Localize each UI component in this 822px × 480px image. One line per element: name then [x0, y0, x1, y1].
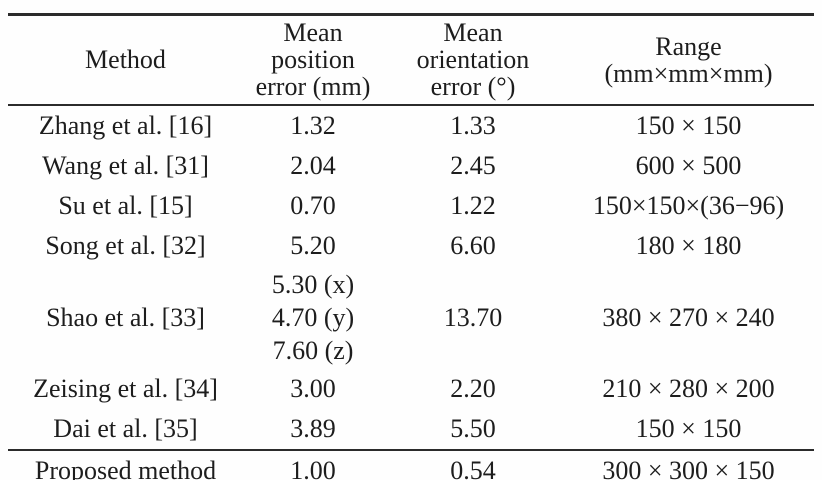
orientation-error-cell: 1.22 — [450, 191, 496, 220]
position-error-cell: 3.00 — [243, 369, 383, 409]
col-header-orientation-error: Mean orientation error (°) — [383, 14, 563, 106]
table-header: Method Mean position error (mm) Mean ori… — [8, 14, 814, 106]
range-cell: 300 × 300 × 150 — [563, 449, 814, 480]
method-cell: Song et al. [32] — [45, 231, 206, 260]
table-row: Song et al. [32] 5.20 6.60 180 × 180 — [8, 226, 814, 266]
orientation-error-cell: 0.54 — [383, 449, 563, 480]
method-cell: Zhang et al. [16] — [38, 111, 213, 140]
header-row: Method Mean position error (mm) Mean ori… — [8, 14, 814, 106]
range-cell: 210 × 280 × 200 — [602, 374, 775, 403]
table-body: Zhang et al. [16] 1.32 1.33 150 × 150 Wang e… — [8, 105, 814, 450]
range-cell: 150×150×(36−96) — [592, 191, 785, 220]
table-row: Dai et al. [35] 3.89 5.50 150 × 150 — [8, 409, 814, 450]
range-cell: 150 × 150 — [635, 414, 742, 443]
position-error-line: 1.32 — [290, 111, 336, 140]
table-footer: Proposed method 1.00 0.54 300 × 300 × 15… — [8, 449, 814, 480]
position-error-line: 3.00 — [290, 374, 336, 403]
header-line: Range — [655, 31, 722, 61]
header-line: orientation — [416, 45, 530, 74]
position-error-line: 3.89 — [290, 414, 336, 443]
position-error-cell: 0.70 — [243, 186, 383, 226]
position-error-cell: 2.04 — [243, 146, 383, 186]
header-line: error (°) — [430, 72, 516, 101]
table-row: Shao et al. [33] 5.30 (x) 4.70 (y) 7.60 (z)… — [8, 266, 814, 369]
table-row: Zeising et al. [34] 3.00 2.20 210 × 280 × 2… — [8, 369, 814, 409]
position-error-line: 2.04 — [290, 151, 336, 180]
orientation-error-cell: 2.20 — [450, 374, 496, 403]
position-error-line: 0.70 — [290, 191, 336, 220]
position-error-cell: 5.30 (x) 4.70 (y) 7.60 (z) — [243, 266, 383, 369]
table-row: Wang et al. [31] 2.04 2.45 600 × 500 — [8, 146, 814, 186]
table-row: Su et al. [15] 0.70 1.22 150×150×(36−96) — [8, 186, 814, 226]
method-cell: Shao et al. [33] — [46, 303, 205, 332]
method-cell: Wang et al. [31] — [42, 151, 209, 180]
header-line: Mean — [283, 18, 343, 47]
col-header-method: Method — [8, 14, 243, 106]
header-line: (mm×mm×mm) — [604, 58, 773, 88]
position-error-cell: 5.20 — [243, 226, 383, 266]
orientation-error-cell: 13.70 — [443, 303, 503, 332]
orientation-error-cell: 1.33 — [450, 111, 496, 140]
position-error-cell: 1.32 — [243, 105, 383, 146]
method-cell: Su et al. [15] — [58, 191, 193, 220]
range-cell: 600 × 500 — [635, 151, 742, 180]
position-error-cell: 1.00 — [243, 449, 383, 480]
orientation-error-cell: 2.45 — [450, 151, 496, 180]
orientation-error-cell: 5.50 — [450, 414, 496, 443]
header-line: error (mm) — [255, 72, 371, 101]
col-header-position-error: Mean position error (mm) — [243, 14, 383, 106]
header-line: position — [271, 45, 355, 74]
range-cell: 180 × 180 — [635, 231, 742, 260]
header-line: Method — [85, 45, 166, 74]
position-error-line: 4.70 (y) — [271, 303, 355, 332]
proposed-method-row: Proposed method 1.00 0.54 300 × 300 × 15… — [8, 449, 814, 480]
method-cell: Dai et al. [35] — [53, 414, 198, 443]
col-header-range: Range (mm×mm×mm) — [563, 14, 814, 106]
range-cell: 380 × 270 × 240 — [602, 303, 775, 332]
method-cell: Zeising et al. [34] — [33, 374, 218, 403]
table-row: Zhang et al. [16] 1.32 1.33 150 × 150 — [8, 105, 814, 146]
method-cell: Proposed method — [8, 449, 243, 480]
position-error-cell: 3.89 — [243, 409, 383, 450]
position-error-line: 5.30 (x) — [271, 270, 355, 299]
position-error-line: 7.60 (z) — [272, 336, 354, 365]
results-table: Method Mean position error (mm) Mean ori… — [8, 13, 814, 480]
header-line: Mean — [443, 18, 503, 47]
orientation-error-cell: 6.60 — [450, 231, 496, 260]
position-error-line: 5.20 — [290, 231, 336, 260]
range-cell: 150 × 150 — [635, 111, 742, 140]
